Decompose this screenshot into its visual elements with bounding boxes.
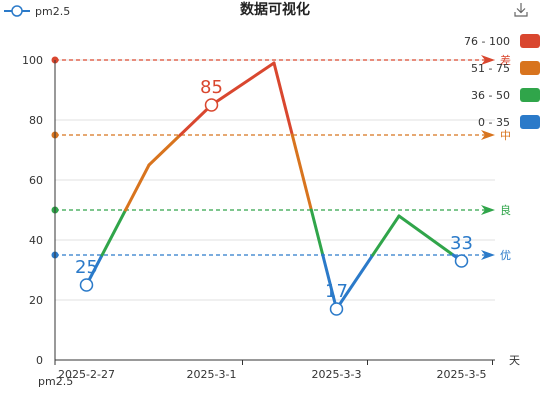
visual-map-legend[interactable]: 76 - 100 51 - 75 36 - 50 0 - 35 (464, 34, 540, 129)
y-tick-label: 0 (36, 354, 43, 367)
series-line-segment (335, 253, 375, 311)
series-line-segment (321, 253, 338, 311)
y-tick-label: 100 (22, 54, 43, 67)
x-tick-label: 2025-3-1 (187, 368, 237, 381)
mark-line-label: 中 (500, 129, 511, 142)
data-label: 33 (450, 233, 473, 254)
visual-map-swatch[interactable] (520, 115, 540, 129)
legend[interactable]: pm2.5 (4, 5, 70, 18)
visual-map-label: 76 - 100 (464, 35, 510, 48)
legend-marker-icon (11, 5, 23, 17)
series-pm25 (79, 61, 469, 316)
mark-line-label: 差 (500, 53, 511, 67)
y-tick-label: 40 (29, 234, 43, 247)
visual-map-label: 51 - 75 (471, 62, 510, 75)
data-label: 17 (325, 281, 348, 302)
data-label: 25 (75, 257, 98, 278)
y-tick-label: 60 (29, 174, 43, 187)
data-point[interactable] (329, 302, 344, 316)
mark-line-arrow (481, 55, 495, 65)
data-label: 85 (200, 77, 223, 98)
visual-map-swatch[interactable] (520, 88, 540, 102)
x-axis-label: 天 (509, 354, 520, 367)
series-line-segment (210, 61, 276, 107)
chart-title: 数据可视化 (240, 1, 310, 18)
y-axis-name: pm2.5 (38, 375, 73, 388)
series-line-segment (272, 61, 294, 137)
series-line-segment (309, 208, 325, 257)
visual-map-swatch[interactable] (520, 61, 540, 75)
visual-map-label: 0 - 35 (478, 116, 510, 129)
mark-line-arrow (481, 250, 495, 260)
series-line-segment (100, 208, 128, 257)
mark-line-label: 优 (500, 249, 511, 262)
x-tick-label: 2025-3-5 (437, 368, 487, 381)
x-tick-label: 2025-3-3 (312, 368, 362, 381)
data-point[interactable] (79, 278, 94, 292)
point-labels: 25 85 17 33 (75, 77, 473, 302)
series-line-segment (371, 214, 401, 257)
y-tick-label: 80 (29, 114, 43, 127)
mark-line-label: 良 (500, 203, 511, 217)
legend-label: pm2.5 (35, 5, 70, 18)
mark-line-arrow (481, 130, 495, 140)
mark-line-arrow (481, 205, 495, 215)
x-tick-label: 2025-2-27 (58, 368, 115, 381)
series-line-segment (397, 214, 455, 257)
visual-map-swatch[interactable] (520, 34, 540, 48)
series-line-segment (178, 103, 213, 137)
data-point[interactable] (204, 98, 219, 112)
visual-map-label: 36 - 50 (471, 89, 510, 102)
data-point[interactable] (454, 254, 469, 268)
series-line-segment (147, 133, 182, 167)
grid-lines (55, 59, 495, 301)
series-line-segment (124, 163, 151, 212)
series-line-segment (290, 133, 313, 212)
y-tick-label: 20 (29, 294, 43, 307)
axes: 0 20 40 60 80 100 2025-2-27 2025-3-1 2025-3-3 202… (22, 54, 495, 381)
download-icon[interactable] (514, 3, 528, 17)
